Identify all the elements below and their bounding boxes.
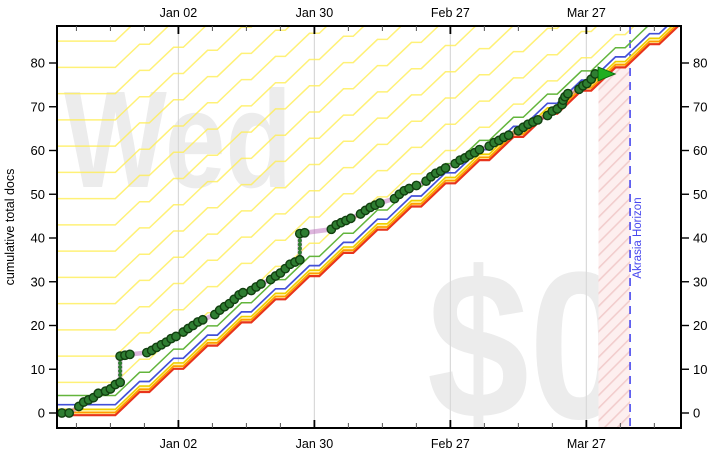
road-red-critical-line: [57, 26, 680, 417]
data-point: [171, 331, 181, 342]
yellow-guideline: [57, 26, 561, 331]
watermark-pledge: $0: [427, 228, 631, 458]
yellow-guideline: [57, 26, 207, 95]
jump-dot: [118, 361, 123, 366]
plot-area: Wed$0: [57, 26, 680, 458]
jump-dot: [118, 372, 123, 378]
akrasia-horizon-label: Akrasia Horizon: [632, 197, 644, 278]
x-axis-label-top: Jan 02: [160, 6, 198, 20]
y-axis-label-right: 50: [693, 187, 707, 202]
x-axis-label-bottom: Jan 30: [296, 437, 334, 451]
data-point: [299, 227, 310, 238]
x-axis-label-top: Mar 27: [567, 6, 606, 20]
yellow-guideline: [57, 26, 366, 200]
jump-dot: [118, 364, 123, 370]
data-point: [375, 198, 385, 208]
y-axis-label-left: 0: [38, 406, 45, 421]
data-point: [238, 287, 248, 298]
yellow-guideline: [57, 26, 403, 226]
y-axis-label-left: 30: [31, 274, 45, 289]
yellow-guideline: [57, 26, 291, 147]
y-axis-label-left: 40: [31, 231, 45, 246]
y-axis-label-right: 10: [693, 362, 707, 377]
data-point: [532, 114, 543, 125]
road-orange-line: [57, 26, 677, 414]
data-point: [64, 408, 75, 418]
y-axis-label-left: 80: [31, 56, 45, 71]
y-axis-title: cumulative total docs: [3, 169, 17, 286]
x-axis-label-bottom: Feb 27: [431, 437, 470, 451]
road-yellow-line: [57, 26, 674, 411]
y-axis-label-right: 80: [693, 56, 707, 71]
yellow-guideline: [57, 26, 254, 121]
x-axis-label-bottom: Jan 02: [160, 437, 198, 451]
y-axis-label-left: 60: [31, 143, 45, 158]
data-point: [411, 180, 422, 191]
x-axis-label-top: Feb 27: [431, 6, 470, 20]
y-axis-label-right: 30: [693, 274, 707, 289]
x-axis-label-bottom: Mar 27: [567, 437, 606, 451]
y-axis-label-left: 50: [31, 187, 45, 202]
plot-frame: [56, 25, 682, 429]
x-axis-label-top: Jan 30: [296, 6, 334, 20]
y-axis-label-right: 60: [693, 143, 707, 158]
data-point: [197, 314, 208, 325]
yellow-guideline: [57, 26, 328, 174]
data-point: [256, 279, 266, 289]
data-point: [124, 349, 135, 360]
jump-dot: [297, 250, 302, 255]
jump-dot: [297, 242, 302, 247]
yellow-guideline: [57, 26, 599, 357]
data-point: [563, 88, 573, 99]
jump-dot: [297, 246, 302, 251]
y-axis-label-right: 70: [693, 99, 707, 114]
data-point: [440, 163, 451, 173]
yellow-guideline: [57, 26, 524, 305]
forecast-arrow-icon: [597, 66, 617, 82]
data-point: [115, 377, 126, 388]
data-point: [474, 144, 485, 155]
data-point: [294, 254, 305, 265]
y-axis-label-right: 40: [693, 231, 707, 246]
yellow-guideline: [57, 26, 440, 252]
jump-dot: [118, 368, 123, 374]
yellow-guideline: [57, 26, 477, 279]
y-axis-label-right: 20: [693, 318, 707, 333]
data-point: [503, 130, 514, 141]
y-axis-label-left: 70: [31, 99, 45, 114]
jump-dot: [297, 238, 302, 243]
y-axis-label-left: 10: [31, 362, 45, 377]
akrasia-band: [598, 62, 631, 428]
data-point: [345, 213, 356, 224]
y-axis-label-right: 0: [693, 406, 700, 421]
y-axis-label-left: 20: [31, 318, 45, 333]
road-blue-line: [57, 26, 669, 406]
